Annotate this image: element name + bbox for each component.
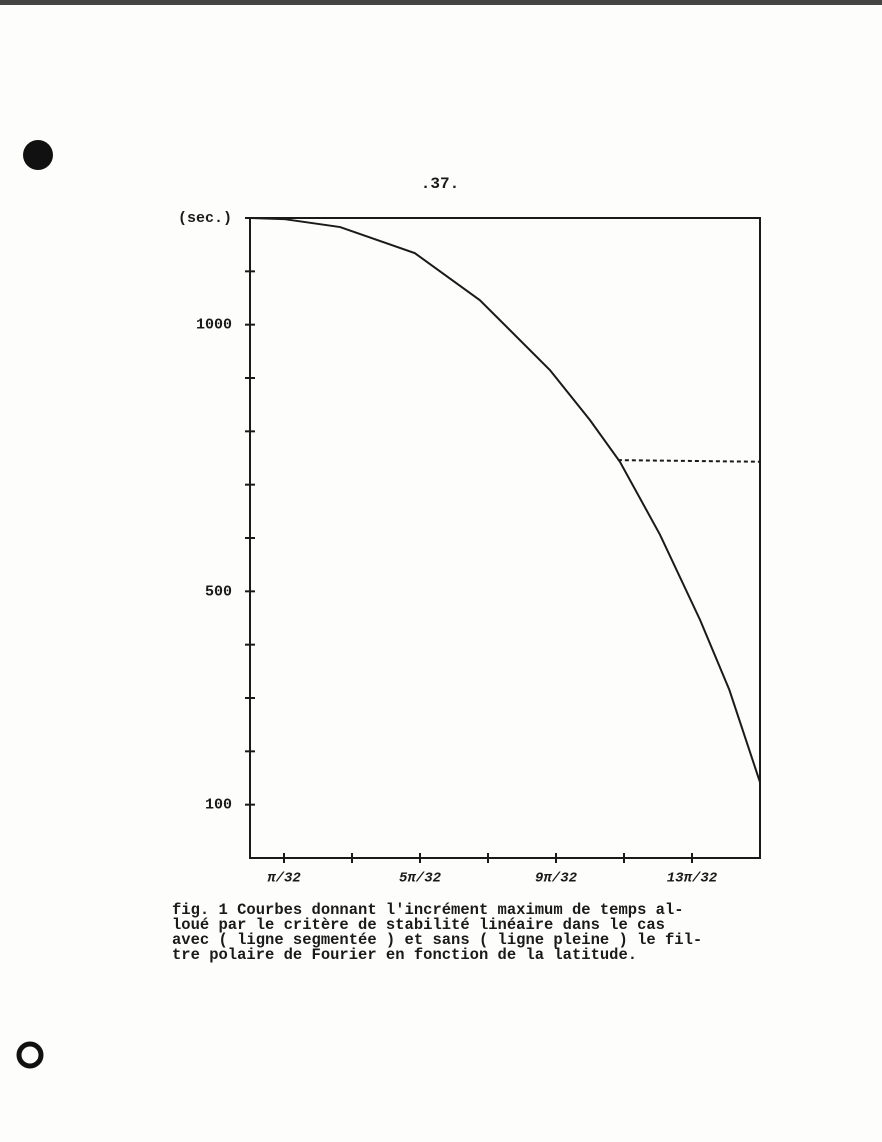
punch-hole: [23, 140, 53, 170]
caption-line: tre polaire de Fourier en fonction de la…: [172, 946, 637, 964]
caption-line: loué par le critère de stabilité linéair…: [172, 916, 665, 934]
y-tick-label: 100: [205, 797, 232, 814]
page-number: .37.: [421, 175, 459, 193]
x-tick-label: 9π/32: [535, 871, 578, 887]
x-tick-label: 5π/32: [399, 871, 442, 887]
y-axis-label: (sec.): [178, 210, 232, 227]
caption-line: avec ( ligne segmentée ) et sans ( ligne…: [172, 931, 702, 949]
x-tick-label: π/32: [267, 871, 301, 887]
x-tick-label: 13π/32: [667, 871, 718, 887]
data-line: [617, 459, 761, 463]
data-line: [249, 217, 761, 783]
plot-frame: [249, 217, 761, 859]
punch-hole: [16, 1041, 44, 1069]
scan-edge: [0, 0, 882, 5]
caption: fig. 1 Courbes donnant l'incrément maxim…: [172, 901, 702, 964]
y-tick-label: 1000: [196, 317, 232, 334]
caption-line: fig. 1 Courbes donnant l'incrément maxim…: [172, 901, 684, 919]
y-tick-label: 500: [205, 583, 232, 600]
